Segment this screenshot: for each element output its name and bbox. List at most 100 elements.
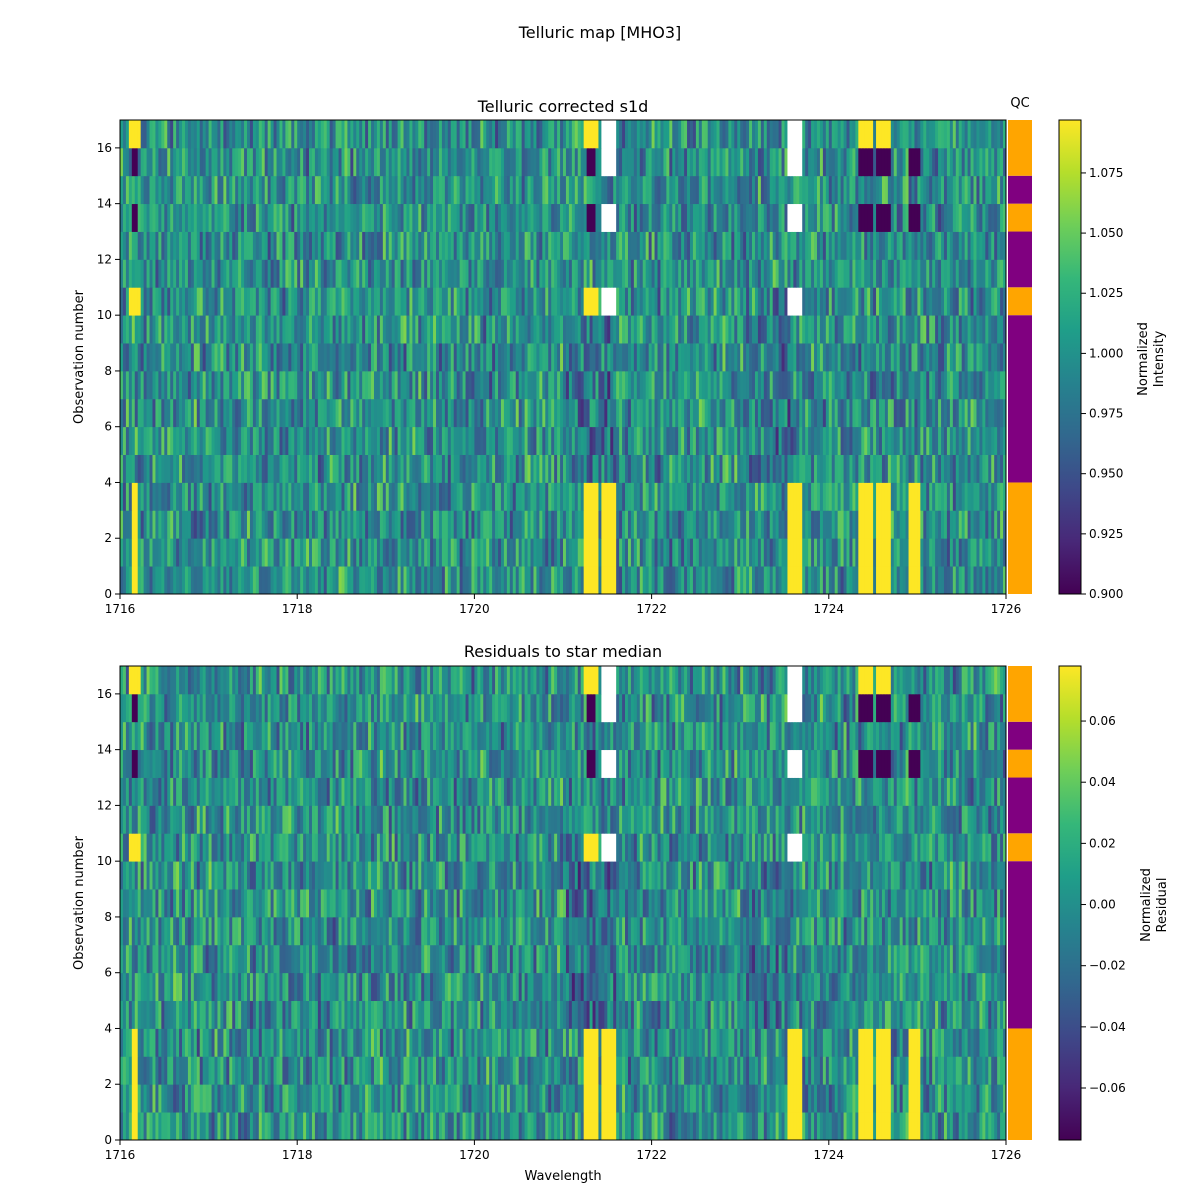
heatmap-cell — [309, 482, 312, 510]
heatmap-cell — [785, 315, 788, 343]
heatmap-cell — [359, 120, 362, 148]
heatmap-cell — [339, 455, 342, 483]
heatmap-cell — [412, 566, 415, 594]
heatmap-cell — [312, 510, 315, 538]
heatmap-cell — [855, 399, 858, 427]
heatmap-cell — [965, 232, 968, 260]
heatmap-cell — [480, 148, 483, 176]
heatmap-cell — [303, 510, 306, 538]
heatmap-cell — [150, 427, 153, 455]
heatmap-cell — [176, 566, 179, 594]
heatmap-cell — [722, 371, 725, 399]
heatmap-cell — [994, 510, 997, 538]
heatmap-cell — [232, 148, 235, 176]
heatmap-cell — [675, 566, 678, 594]
heatmap-cell — [979, 427, 982, 455]
heatmap-cell — [601, 455, 604, 483]
heatmap-cell — [720, 566, 723, 594]
heatmap-cell — [274, 287, 277, 315]
heatmap-cell — [873, 510, 876, 538]
heatmap-cell — [838, 343, 841, 371]
heatmap-cell — [486, 120, 489, 148]
heatmap-cell — [415, 148, 418, 176]
heatmap-cell — [604, 371, 607, 399]
heatmap-cell — [256, 566, 259, 594]
heatmap-cell — [277, 538, 280, 566]
heatmap-cell — [982, 566, 985, 594]
heatmap-cell — [158, 538, 161, 566]
heatmap-cell — [483, 204, 486, 232]
heatmap-cell — [740, 259, 743, 287]
heatmap-cell — [418, 538, 421, 566]
heatmap-cell — [215, 315, 218, 343]
heatmap-cell — [914, 232, 917, 260]
heatmap-cell — [917, 259, 920, 287]
heatmap-cell — [578, 287, 581, 315]
heatmap-cell — [353, 455, 356, 483]
heatmap-cell — [191, 566, 194, 594]
heatmap-cell — [879, 315, 882, 343]
heatmap-cell — [368, 259, 371, 287]
heatmap-cell — [911, 259, 914, 287]
heatmap-cell — [477, 204, 480, 232]
heatmap-cell — [380, 399, 383, 427]
heatmap-cell — [959, 232, 962, 260]
heatmap-cell — [906, 343, 909, 371]
heatmap-cell — [362, 232, 365, 260]
heatmap-cell — [173, 232, 176, 260]
heatmap-cell — [380, 427, 383, 455]
heatmap-cell — [247, 510, 250, 538]
heatmap-cell — [749, 259, 752, 287]
heatmap-cell — [708, 148, 711, 176]
heatmap-cell — [185, 371, 188, 399]
heatmap-cell — [838, 510, 841, 538]
heatmap-cell — [250, 315, 253, 343]
heatmap-cell — [938, 566, 941, 594]
heatmap-cell — [743, 315, 746, 343]
heatmap-cell — [170, 510, 173, 538]
heatmap-cell — [545, 120, 548, 148]
heatmap-cell — [368, 204, 371, 232]
heatmap-cell — [610, 148, 613, 176]
heatmap-cell — [660, 343, 663, 371]
heatmap-cell — [705, 259, 708, 287]
heatmap-cell — [229, 315, 232, 343]
heatmap-cell — [808, 399, 811, 427]
heatmap-cell — [699, 510, 702, 538]
heatmap-cell — [460, 538, 463, 566]
heatmap-cell — [424, 427, 427, 455]
heatmap-cell — [590, 204, 593, 232]
heatmap-cell — [386, 259, 389, 287]
heatmap-cell — [176, 315, 179, 343]
heatmap-cell — [743, 510, 746, 538]
heatmap-cell — [882, 399, 885, 427]
heatmap-cell — [660, 538, 663, 566]
heatmap-cell — [590, 148, 593, 176]
heatmap-cell — [182, 232, 185, 260]
heatmap-cell — [291, 399, 294, 427]
heatmap-cell — [870, 315, 873, 343]
heatmap-cell — [191, 510, 194, 538]
heatmap-cell — [477, 232, 480, 260]
heatmap-cell — [997, 399, 1000, 427]
heatmap-cell — [811, 399, 814, 427]
heatmap-cell — [799, 148, 802, 176]
heatmap-cell — [300, 455, 303, 483]
heatmap-cell — [238, 287, 241, 315]
heatmap-cell — [120, 259, 123, 287]
heatmap-cell — [911, 371, 914, 399]
heatmap-cell — [855, 148, 858, 176]
heatmap-cell — [551, 399, 554, 427]
heatmap-cell — [226, 371, 229, 399]
heatmap-cell — [392, 371, 395, 399]
heatmap-cell — [415, 232, 418, 260]
heatmap-cell — [522, 510, 525, 538]
heatmap-cell — [471, 287, 474, 315]
heatmap-cell — [533, 259, 536, 287]
heatmap-cell — [968, 232, 971, 260]
heatmap-cell — [256, 287, 259, 315]
heatmap-cell — [770, 510, 773, 538]
heatmap-cell — [525, 176, 528, 204]
heatmap-cell — [820, 538, 823, 566]
heatmap-cell — [274, 510, 277, 538]
